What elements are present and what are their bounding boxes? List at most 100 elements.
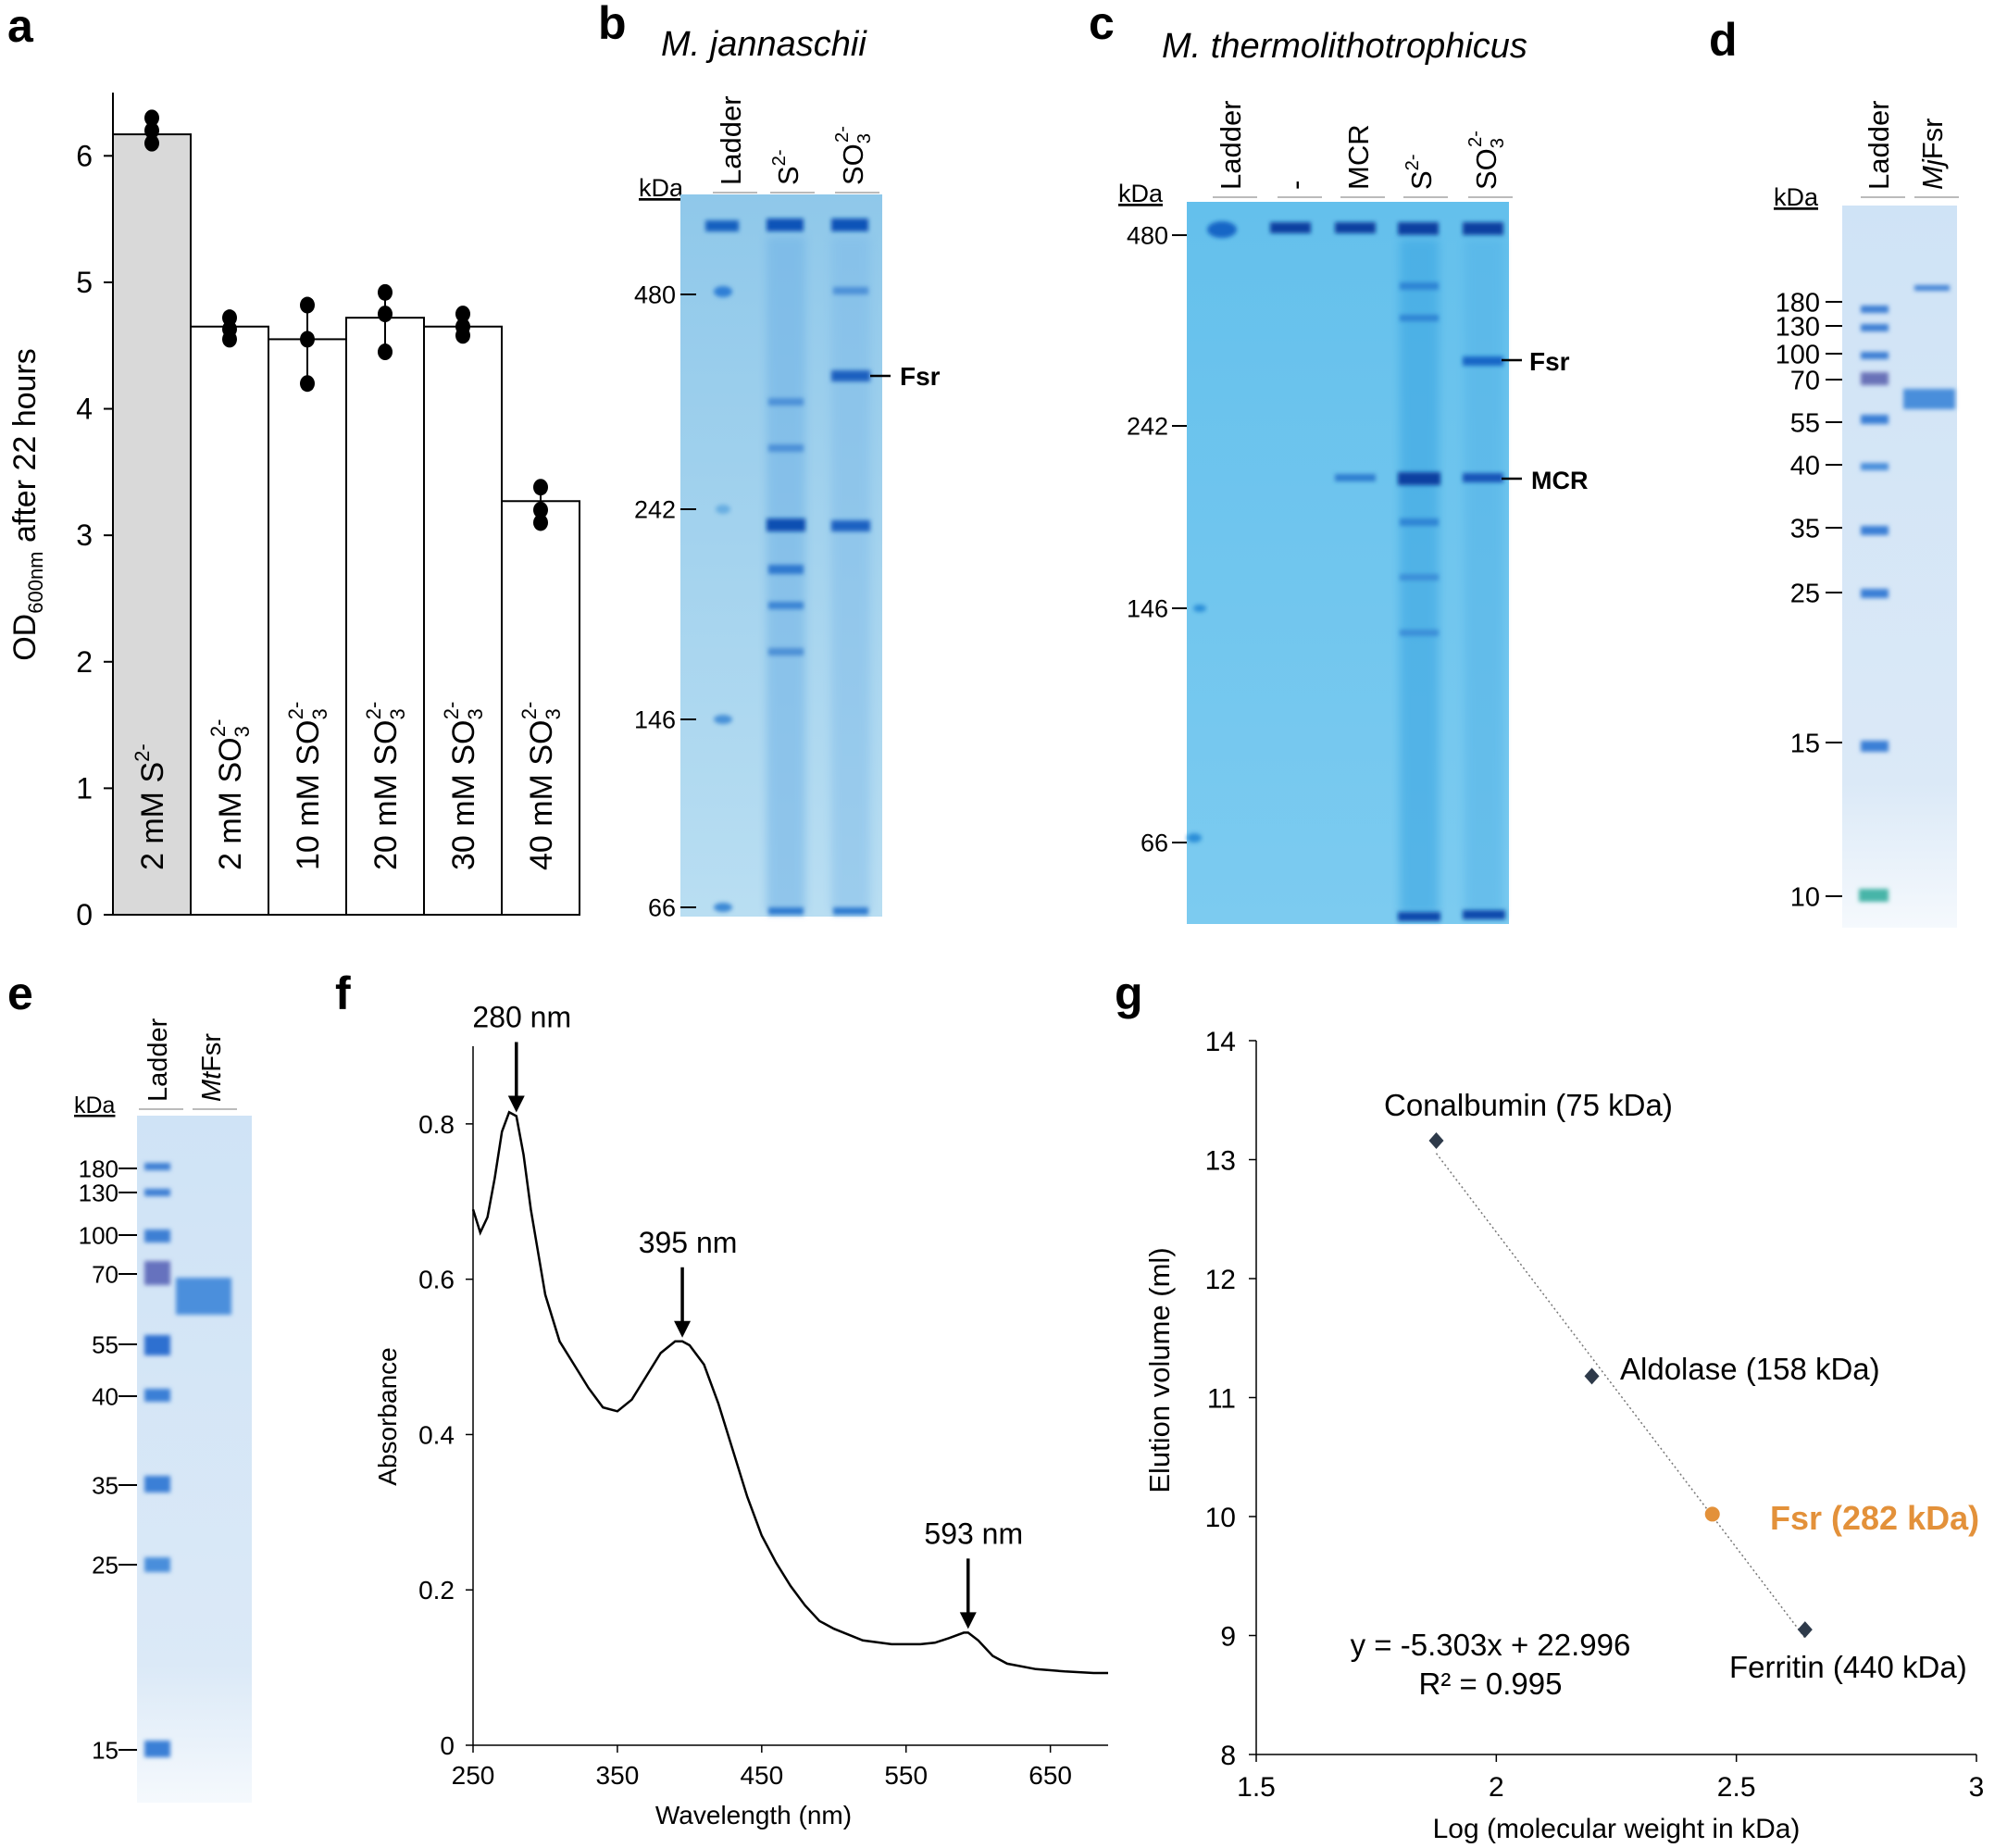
data-point [378,283,393,301]
panel-g: g 8 9 10 11 12 13 14 1.5 2 2.5 3 Log (molecular wei… [1115,968,1984,1844]
data-point [533,501,548,518]
bar [190,325,269,916]
bar-label: 40 mM SO32- [517,702,565,870]
lane-label: Ladder [143,1018,173,1102]
y-tick-label: 0.2 [418,1576,455,1605]
marker-label: 480 [1127,222,1168,250]
data-point [1797,1621,1813,1639]
marker-label: 15 [92,1736,118,1764]
lane-label: S2- [769,149,804,185]
y-tick-label: 6 [76,139,93,172]
data-point [378,306,393,323]
data-point [455,318,470,335]
data-point [533,514,548,531]
bar [501,500,580,916]
marker-label: 70 [92,1260,118,1288]
panel-b: b M. jannaschii kDa [598,0,941,922]
gel-d-lane-labels: Ladder MjFsr [1861,100,1959,198]
data-point [300,375,315,393]
data-point [144,134,159,152]
panel-c-letter: c [1089,0,1115,49]
gel-c-fsr-label: Fsr [1529,347,1570,376]
y-tick-label: 14 [1205,1027,1236,1057]
gel-b-bands [705,219,870,915]
y-tick-label: 5 [76,266,93,299]
point-label: Conalbumin (75 kDa) [1384,1088,1673,1122]
y-tick-label: 13 [1205,1146,1236,1177]
y-tick-label: 0.8 [418,1110,455,1139]
data-point [1704,1506,1720,1522]
marker-label: 130 [79,1179,118,1206]
gel-c-image [1187,202,1509,924]
y-tick-label: 12 [1205,1265,1236,1295]
x-tick-label: 2.5 [1717,1772,1756,1803]
spectrum-line [471,1110,1108,1675]
x-tick-label: 3 [1969,1772,1985,1803]
calibration-chart: 8 9 10 11 12 13 14 1.5 2 2.5 3 Log (molecular weigh… [1143,1027,1984,1844]
data-point [1428,1131,1444,1149]
marker-label: 130 [1776,312,1820,342]
bar-chart: 0 1 2 3 4 5 6 OD600nm after 22 hours 2 mM S2- 2 m… [7,93,580,931]
lane-label: Ladder [1863,100,1895,190]
marker-label: 55 [92,1330,118,1358]
gel-e-bands [144,1163,231,1757]
fit-r2: R² = 0.995 [1418,1667,1562,1701]
gel-e-lane-labels: Ladder MtFsr [139,1018,237,1110]
y-axis-label: OD600nm after 22 hours [7,348,47,661]
marker-label: 15 [1790,729,1820,758]
y-axis-label: Elution volume (ml) [1143,1247,1176,1492]
marker-label: 35 [92,1471,118,1499]
marker-label: 35 [1790,514,1820,543]
x-tick-label: 2 [1489,1772,1504,1803]
gel-b-markers: 480 242 146 66 [634,281,696,922]
marker-label: 242 [1127,413,1168,441]
lane-label: MtFsr [197,1033,227,1102]
panel-a-letter: a [7,0,34,52]
point-label: Aldolase (158 kDa) [1620,1352,1880,1386]
marker-label: 25 [1790,579,1820,608]
gel-d-bands [1859,285,1955,902]
data-point [222,309,237,327]
gel-e-image [137,1116,252,1803]
y-tick-label: 0.6 [418,1266,455,1294]
y-tick-label: 4 [76,393,93,426]
panel-f: f 0 0.2 0.4 0.6 0.8 250 350 450 550 650 Wavelength… [335,968,1108,1829]
gel-c-lane-labels: Ladder - MCR S2- SO32- [1213,100,1513,198]
bar-label: 20 mM SO32- [362,702,409,870]
lane-label: Ladder [1215,100,1247,190]
point-label: Ferritin (440 kDa) [1729,1650,1967,1684]
arrow-head [507,1095,525,1113]
marker-label: 100 [1776,340,1820,369]
panel-f-letter: f [335,968,351,1019]
gel-c-markers: 480 242 146 66 [1127,222,1187,857]
gel-e-kda-label: kDa [74,1093,116,1118]
gel-c-kda-label: kDa [1118,180,1164,207]
marker-label: 70 [1790,366,1820,395]
lane-label: - [1279,181,1312,190]
marker-label: 40 [92,1382,118,1410]
x-axis-label: Log (molecular weight in kDa) [1433,1814,1801,1844]
marker-label: 66 [648,894,676,922]
marker-label: 146 [634,706,676,734]
data-point [144,109,159,127]
y-tick-label: 0 [440,1731,455,1760]
lane-label: MCR [1342,124,1375,190]
panel-e-letter: e [7,968,33,1019]
lane-label: Ladder [715,95,747,185]
data-point [455,306,470,323]
marker-label: 100 [79,1221,118,1249]
panel-b-letter: b [598,0,627,49]
y-tick-label: 9 [1220,1622,1236,1653]
arrow-head [674,1320,692,1338]
peak-label: 395 nm [639,1226,738,1259]
absorbance-chart: 0 0.2 0.4 0.6 0.8 250 350 450 550 650 Wavelength (… [373,1001,1108,1829]
marker-label: 25 [92,1551,118,1579]
data-point [533,479,548,496]
y-tick-label: 3 [76,518,93,552]
data-point [1584,1367,1600,1385]
gel-b-fsr-label: Fsr [900,362,941,391]
gel-c-title: M. thermolithotrophicus [1162,27,1527,66]
x-tick-label: 650 [1028,1761,1072,1790]
gel-d-image [1842,206,1957,928]
